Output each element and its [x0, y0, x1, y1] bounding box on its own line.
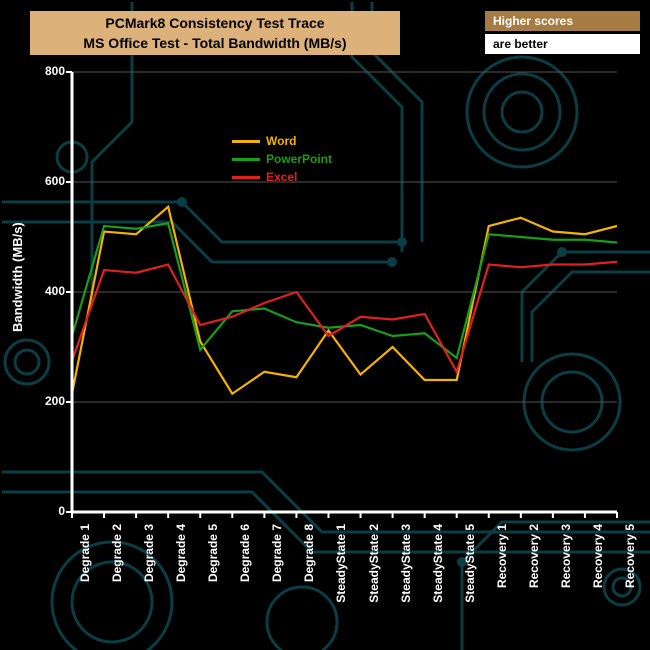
- x-tick-label: SteadyState 5: [463, 524, 477, 624]
- x-tick-label: Degrade 3: [142, 524, 156, 624]
- series-line-powerpoint: [72, 223, 617, 358]
- x-tick-label: SteadyState 1: [334, 524, 348, 624]
- chart-title-line1: PCMark8 Consistency Test Trace: [105, 15, 324, 31]
- y-tick-label: 800: [30, 64, 65, 78]
- plot-area: [2, 2, 650, 650]
- chart-title-box: PCMark8 Consistency Test Trace MS Office…: [30, 11, 400, 55]
- legend-label: PowerPoint: [266, 152, 332, 166]
- x-tick-label: SteadyState 2: [367, 524, 381, 624]
- legend-swatch: [232, 176, 260, 179]
- legend-label: Excel: [266, 170, 297, 184]
- x-tick-label: Degrade 7: [270, 524, 284, 624]
- x-tick-label: SteadyState 4: [431, 524, 445, 624]
- x-tick-label: Recovery 3: [559, 524, 573, 624]
- chart-frame: PCMark8 Consistency Test Trace MS Office…: [0, 0, 650, 650]
- legend-swatch: [232, 140, 260, 143]
- x-tick-label: Recovery 1: [495, 524, 509, 624]
- legend-item: Word: [232, 132, 332, 150]
- x-tick-label: Degrade 4: [174, 524, 188, 624]
- x-tick-label: Degrade 1: [78, 524, 92, 624]
- x-tick-label: Degrade 2: [110, 524, 124, 624]
- x-tick-label: SteadyState 3: [399, 524, 413, 624]
- y-axis-label: Bandwidth (MB/s): [10, 222, 25, 332]
- x-tick-label: Recovery 4: [591, 524, 605, 624]
- x-tick-label: Degrade 8: [302, 524, 316, 624]
- y-tick-label: 0: [30, 504, 65, 518]
- y-tick-label: 400: [30, 284, 65, 298]
- x-tick-label: Recovery 2: [527, 524, 541, 624]
- series-line-excel: [72, 262, 617, 372]
- y-tick-label: 200: [30, 394, 65, 408]
- chart-title-line2: MS Office Test - Total Bandwidth (MB/s): [83, 35, 346, 51]
- badge-are-better: are better: [485, 34, 640, 54]
- y-tick-label: 600: [30, 174, 65, 188]
- series-line-word: [72, 207, 617, 394]
- x-tick-label: Degrade 5: [206, 524, 220, 624]
- legend-label: Word: [266, 134, 296, 148]
- x-tick-label: Recovery 5: [623, 524, 637, 624]
- legend-item: Excel: [232, 168, 332, 186]
- legend-item: PowerPoint: [232, 150, 332, 168]
- badge-higher-scores: Higher scores: [485, 11, 640, 31]
- x-tick-label: Degrade 6: [238, 524, 252, 624]
- legend: Word PowerPoint Excel: [232, 132, 332, 186]
- legend-swatch: [232, 158, 260, 161]
